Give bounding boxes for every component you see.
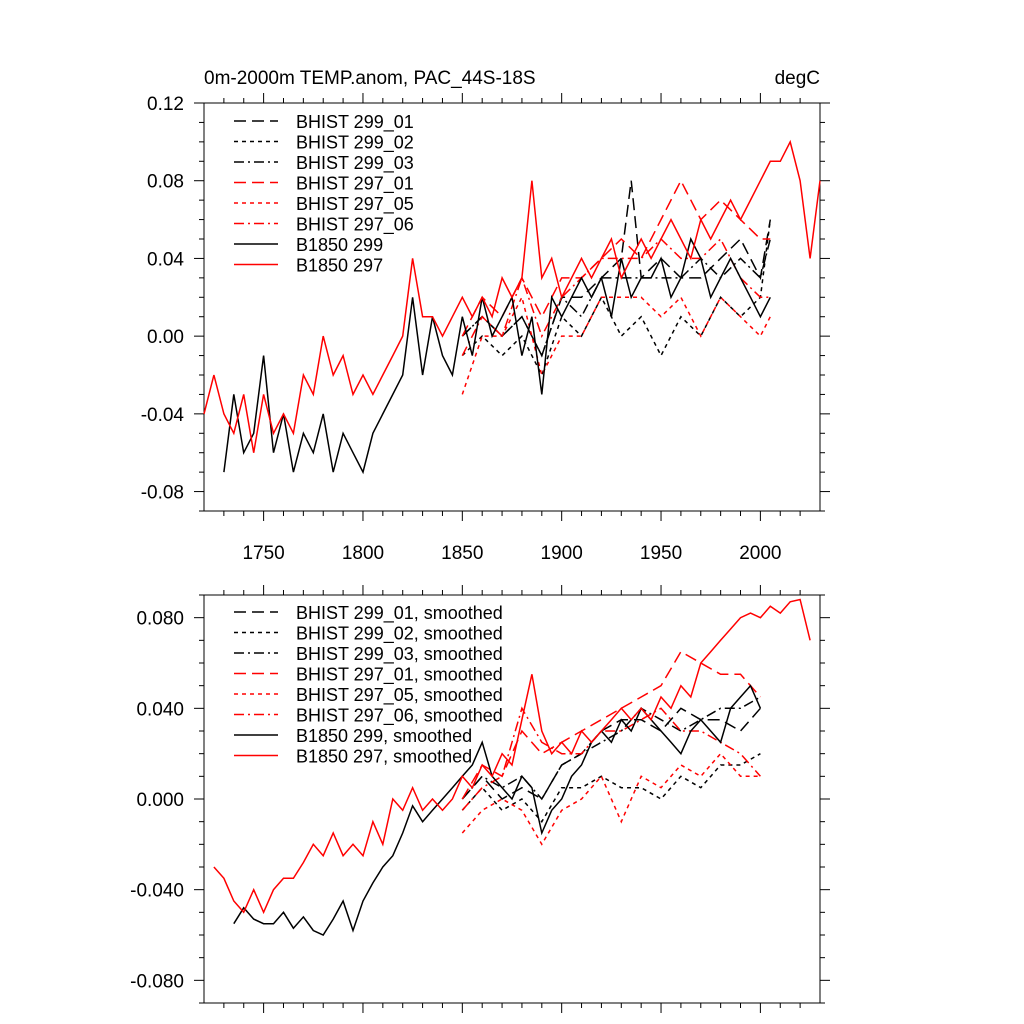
series-line bbox=[461, 696, 761, 801]
legend-label: BHIST 297_06, smoothed bbox=[296, 706, 503, 727]
y-tick-label: 0.040 bbox=[136, 699, 184, 720]
top-axis-ticks: 1750 1800 1850 1900 1950 2000 -0.08 -0.04 0.00 0.… bbox=[141, 93, 830, 564]
legend-label: BHIST 297_05, smoothed bbox=[296, 685, 503, 706]
legend-label: BHIST 299_02 bbox=[296, 133, 414, 154]
y-tick-label: -0.040 bbox=[130, 881, 184, 902]
x-tick-label: 1950 bbox=[640, 543, 682, 564]
legend-label: BHIST 299_01 bbox=[296, 112, 414, 133]
series-line bbox=[461, 180, 772, 358]
y-tick-label: -0.04 bbox=[141, 405, 185, 426]
legend-label: BHIST 297_01 bbox=[296, 174, 414, 195]
y-tick-label: 0.12 bbox=[147, 94, 184, 115]
series-line bbox=[461, 752, 761, 846]
top-series-group bbox=[203, 139, 821, 475]
series-line bbox=[461, 707, 761, 801]
bottom-panel: -0.080 -0.040 0.000 0.040 0.080 BHIST 299_01… bbox=[130, 585, 830, 1013]
units-label: degC bbox=[775, 68, 820, 89]
series-line bbox=[461, 238, 772, 358]
x-tick-label: 2000 bbox=[739, 543, 781, 564]
y-tick-label: 0.04 bbox=[147, 249, 184, 270]
y-tick-label: -0.08 bbox=[141, 483, 184, 504]
legend-label: BHIST 299_02, smoothed bbox=[296, 624, 503, 645]
y-tick-label: 0.080 bbox=[136, 609, 184, 630]
legend-label: BHIST 299_03, smoothed bbox=[296, 644, 503, 665]
legend-label: BHIST 297_06 bbox=[296, 215, 414, 236]
x-tick-label: 1900 bbox=[541, 543, 583, 564]
series-line bbox=[233, 684, 762, 936]
legend-label: BHIST 297_05 bbox=[296, 194, 414, 215]
series-line bbox=[461, 706, 761, 811]
series-line bbox=[223, 236, 771, 475]
chart-title: 0m-2000m TEMP.anom, PAC_44S-18S bbox=[204, 68, 536, 89]
x-tick-label: 1750 bbox=[242, 543, 284, 564]
series-line bbox=[203, 139, 821, 453]
series-line bbox=[461, 650, 761, 800]
y-tick-label: -0.080 bbox=[130, 971, 184, 992]
top-panel: 0m-2000m TEMP.anom, PAC_44S-18S degC 175… bbox=[141, 68, 830, 564]
legend-label: B1850 297 bbox=[296, 256, 383, 276]
y-tick-label: 0.08 bbox=[147, 172, 184, 193]
y-tick-label: 0.00 bbox=[147, 327, 184, 348]
series-line bbox=[461, 753, 761, 823]
legend-label: B1850 297, smoothed bbox=[296, 747, 472, 767]
series-line bbox=[213, 598, 811, 915]
legend-label: B1850 299 bbox=[296, 235, 383, 255]
legend-label: BHIST 299_03 bbox=[296, 153, 414, 174]
legend-label: BHIST 297_01, smoothed bbox=[296, 665, 503, 686]
legend-label: BHIST 299_01, smoothed bbox=[296, 603, 503, 624]
legend-label: B1850 299, smoothed bbox=[296, 726, 472, 746]
bottom-axis-ticks: -0.080 -0.040 0.000 0.040 0.080 bbox=[130, 585, 830, 1013]
y-tick-label: 0.000 bbox=[136, 790, 184, 811]
top-plot-frame bbox=[203, 102, 821, 512]
bottom-series-group bbox=[213, 598, 811, 936]
series-line bbox=[461, 295, 771, 395]
x-tick-label: 1850 bbox=[441, 543, 483, 564]
x-tick-label: 1800 bbox=[342, 543, 384, 564]
